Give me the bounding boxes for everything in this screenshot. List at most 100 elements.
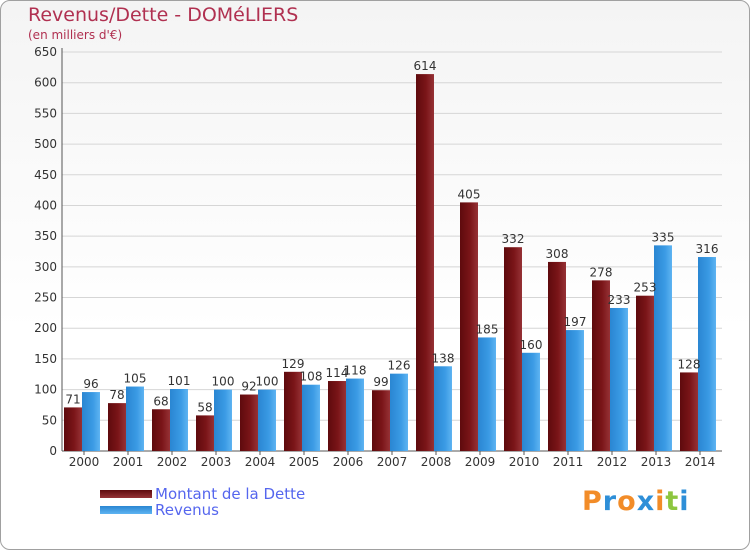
data-label-debt: 78 bbox=[109, 388, 124, 402]
data-label-revenue: 96 bbox=[83, 377, 98, 391]
data-label-debt: 128 bbox=[678, 357, 701, 371]
data-label-debt: 58 bbox=[197, 400, 212, 414]
bar-revenue bbox=[522, 352, 540, 451]
data-label-revenue: 316 bbox=[696, 242, 719, 256]
y-tick-label: 350 bbox=[34, 229, 57, 243]
bar-revenue bbox=[478, 337, 496, 451]
data-label-revenue: 185 bbox=[476, 322, 499, 336]
x-tick-label: 2004 bbox=[245, 455, 276, 469]
x-tick-label: 2013 bbox=[641, 455, 672, 469]
y-tick-label: 0 bbox=[49, 444, 57, 458]
brand-logo-letter: i bbox=[679, 486, 690, 517]
brand-logo-letter: r bbox=[602, 486, 618, 517]
data-label-revenue: 118 bbox=[344, 364, 367, 378]
data-label-revenue: 126 bbox=[388, 359, 411, 373]
data-label-debt: 332 bbox=[502, 232, 525, 246]
x-tick-label: 2006 bbox=[333, 455, 364, 469]
y-tick-label: 150 bbox=[34, 352, 57, 366]
y-tick-label: 100 bbox=[34, 383, 57, 397]
y-tick-label: 400 bbox=[34, 198, 57, 212]
data-label-revenue: 160 bbox=[520, 338, 543, 352]
bar-debt bbox=[108, 403, 126, 451]
bar-revenue bbox=[434, 366, 452, 451]
brand-logo-letter: o bbox=[617, 486, 637, 517]
y-tick-label: 200 bbox=[34, 321, 57, 335]
x-tick-label: 2010 bbox=[509, 455, 540, 469]
x-tick-label: 2002 bbox=[157, 455, 188, 469]
data-label-revenue: 335 bbox=[652, 230, 675, 244]
bar-debt bbox=[416, 74, 434, 452]
y-tick-label: 600 bbox=[34, 76, 57, 90]
data-label-revenue: 105 bbox=[124, 372, 147, 386]
brand-logo-letter: t bbox=[665, 486, 680, 517]
x-tick-label: 2014 bbox=[685, 455, 716, 469]
bar-debt bbox=[548, 261, 566, 451]
data-label-revenue: 138 bbox=[432, 351, 455, 365]
y-tick-label: 450 bbox=[34, 168, 57, 182]
brand-logo-letter: P bbox=[582, 486, 603, 517]
bar-revenue bbox=[654, 245, 672, 451]
data-label-debt: 68 bbox=[153, 394, 168, 408]
data-label-revenue: 233 bbox=[608, 293, 631, 307]
data-label-debt: 92 bbox=[241, 380, 256, 394]
data-label-debt: 129 bbox=[282, 357, 305, 371]
x-tick-label: 2005 bbox=[289, 455, 320, 469]
brand-logo: Proxiti bbox=[582, 486, 690, 517]
y-tick-label: 650 bbox=[34, 45, 57, 59]
y-tick-label: 50 bbox=[42, 413, 57, 427]
bar-debt bbox=[592, 280, 610, 451]
brand-logo-letter: x bbox=[636, 486, 656, 517]
bar-debt bbox=[372, 390, 390, 451]
bar-revenue bbox=[126, 386, 144, 451]
data-label-debt: 99 bbox=[373, 375, 388, 389]
x-tick-label: 2000 bbox=[69, 455, 100, 469]
bar-debt bbox=[680, 372, 698, 451]
x-tick-label: 2001 bbox=[113, 455, 144, 469]
data-label-debt: 253 bbox=[634, 281, 657, 295]
data-label-revenue: 100 bbox=[256, 375, 279, 389]
data-label-revenue: 197 bbox=[564, 315, 587, 329]
x-tick-label: 2007 bbox=[377, 455, 408, 469]
y-tick-label: 250 bbox=[34, 291, 57, 305]
bar-revenue bbox=[214, 389, 232, 451]
chart-title: Revenus/Dette - DOMéLIERS bbox=[28, 4, 299, 26]
legend-swatch-debt bbox=[100, 490, 152, 498]
brand-logo-letter: i bbox=[655, 486, 666, 517]
chart-subtitle: (en milliers d'€) bbox=[28, 28, 123, 42]
bar-revenue bbox=[610, 307, 628, 451]
data-label-debt: 308 bbox=[546, 247, 569, 261]
data-label-debt: 278 bbox=[590, 265, 613, 279]
bar-debt bbox=[460, 202, 478, 451]
y-tick-label: 550 bbox=[34, 106, 57, 120]
bar-revenue bbox=[170, 389, 188, 451]
data-label-revenue: 108 bbox=[300, 370, 323, 384]
bar-debt bbox=[284, 371, 302, 451]
bar-debt bbox=[64, 407, 82, 451]
x-tick-label: 2011 bbox=[553, 455, 584, 469]
y-tick-label: 300 bbox=[34, 260, 57, 274]
legend-label-debt: Montant de la Dette bbox=[155, 485, 306, 503]
bar-debt bbox=[328, 381, 346, 451]
bar-debt bbox=[240, 394, 258, 451]
bar-debt bbox=[504, 247, 522, 451]
data-label-revenue: 100 bbox=[212, 375, 235, 389]
data-label-debt: 71 bbox=[65, 392, 80, 406]
data-label-revenue: 101 bbox=[168, 374, 191, 388]
bar-revenue bbox=[302, 384, 320, 451]
bar-debt bbox=[196, 415, 214, 451]
data-label-debt: 405 bbox=[458, 187, 481, 201]
y-tick-label: 500 bbox=[34, 137, 57, 151]
bar-revenue bbox=[258, 389, 276, 451]
bar-revenue bbox=[82, 392, 100, 451]
x-tick-label: 2003 bbox=[201, 455, 232, 469]
data-label-debt: 614 bbox=[414, 59, 437, 73]
bar-revenue bbox=[566, 330, 584, 451]
data-label-debt: 114 bbox=[326, 366, 349, 380]
legend-swatch-revenue bbox=[100, 506, 152, 514]
x-tick-label: 2009 bbox=[465, 455, 496, 469]
x-tick-label: 2008 bbox=[421, 455, 452, 469]
bar-debt bbox=[152, 409, 170, 451]
x-tick-label: 2012 bbox=[597, 455, 628, 469]
